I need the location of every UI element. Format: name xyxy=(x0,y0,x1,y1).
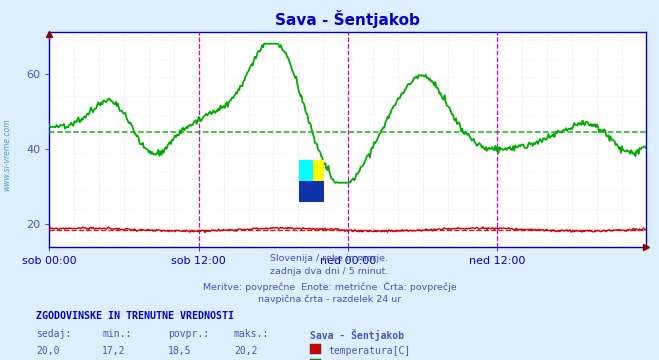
Text: Sava - Šentjakob: Sava - Šentjakob xyxy=(310,329,404,341)
Text: povpr.:: povpr.: xyxy=(168,329,209,339)
Text: maks.:: maks.: xyxy=(234,329,269,339)
Text: 20,0: 20,0 xyxy=(36,346,60,356)
Text: Meritve: povprečne  Enote: metrične  Črta: povprečje: Meritve: povprečne Enote: metrične Črta:… xyxy=(203,281,456,292)
Text: ZGODOVINSKE IN TRENUTNE VREDNOSTI: ZGODOVINSKE IN TRENUTNE VREDNOSTI xyxy=(36,311,234,321)
Text: 20,2: 20,2 xyxy=(234,346,258,356)
Text: zadnja dva dni / 5 minut.: zadnja dva dni / 5 minut. xyxy=(270,267,389,276)
Text: Slovenija / reke in morje.: Slovenija / reke in morje. xyxy=(270,254,389,263)
Text: 18,5: 18,5 xyxy=(168,346,192,356)
Title: Sava - Šentjakob: Sava - Šentjakob xyxy=(275,10,420,28)
Text: navpična črta - razdelek 24 ur: navpična črta - razdelek 24 ur xyxy=(258,295,401,304)
Text: 17,2: 17,2 xyxy=(102,346,126,356)
Text: sedaj:: sedaj: xyxy=(36,329,71,339)
Text: min.:: min.: xyxy=(102,329,132,339)
Text: temperatura[C]: temperatura[C] xyxy=(329,346,411,356)
Text: www.si-vreme.com: www.si-vreme.com xyxy=(2,118,11,191)
